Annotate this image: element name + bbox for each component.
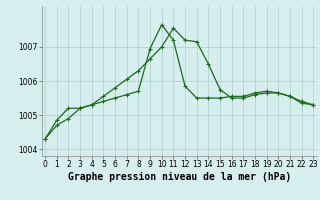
- X-axis label: Graphe pression niveau de la mer (hPa): Graphe pression niveau de la mer (hPa): [68, 172, 291, 182]
